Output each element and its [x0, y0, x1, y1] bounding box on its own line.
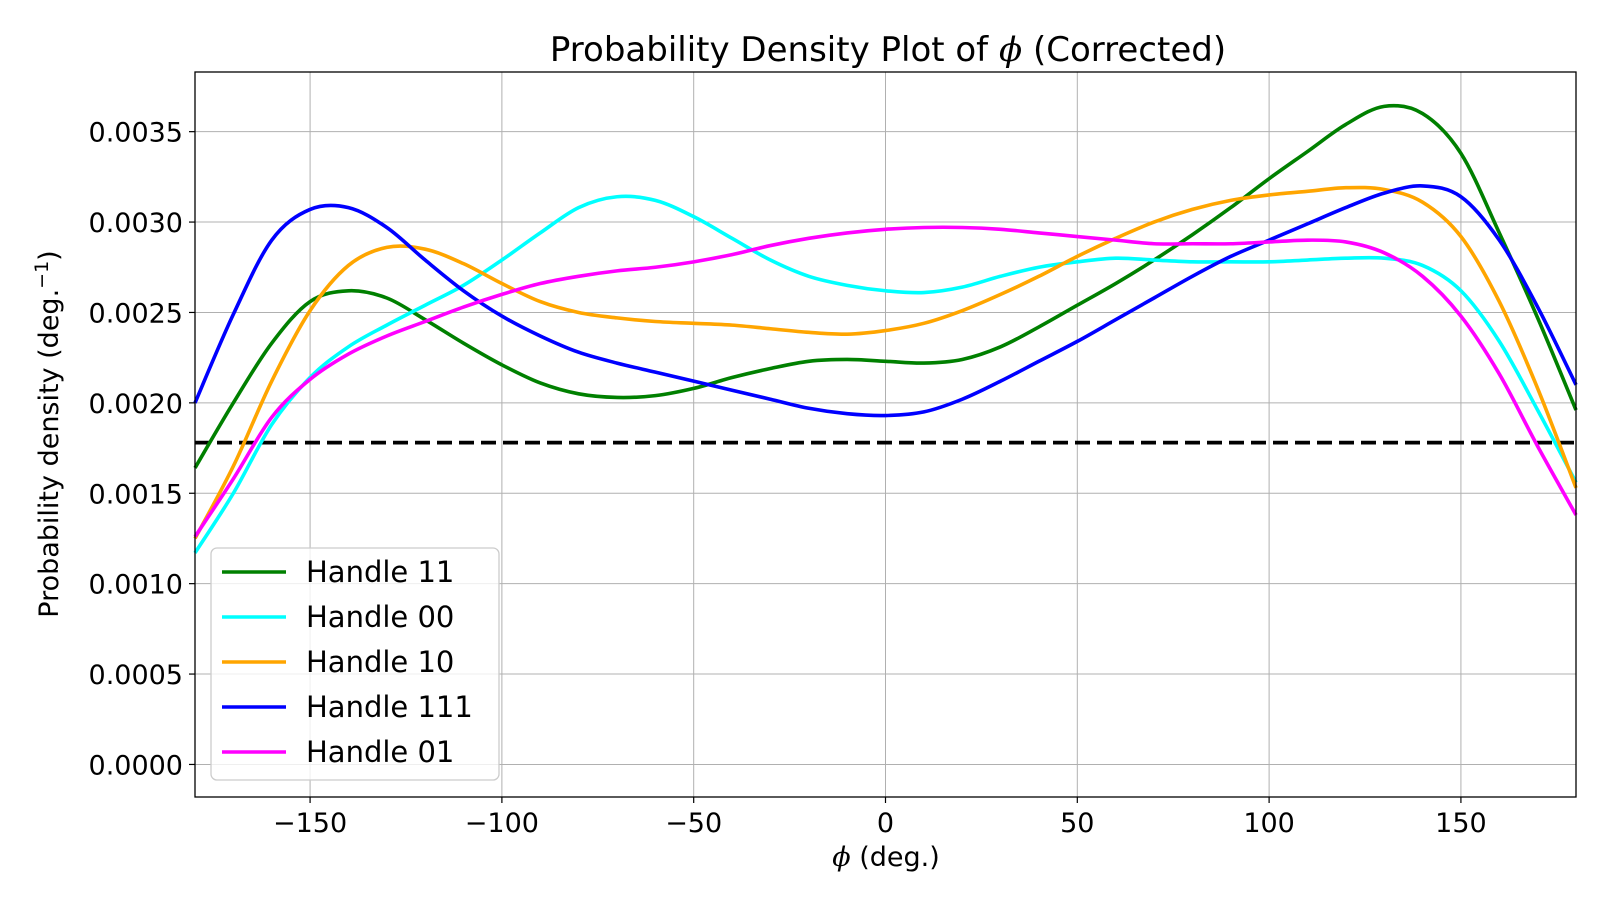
- y-tick-label: 0.0030: [89, 208, 183, 239]
- chart-title: Probability Density Plot of ϕ (Corrected…: [550, 30, 1226, 70]
- y-axis-label: Probability density (deg.−1): [31, 250, 65, 617]
- series-line-handle-00: [193, 194, 1578, 554]
- series-line-handle-01: [193, 225, 1578, 538]
- y-tick-label: 0.0035: [89, 118, 183, 149]
- y-tick-label: 0.0025: [89, 298, 183, 329]
- y-tick-label: 0.0005: [89, 660, 183, 691]
- x-tick-label: −50: [665, 808, 722, 839]
- series-line-handle-111: [193, 184, 1578, 418]
- x-axis-label: ϕ (deg.): [832, 842, 940, 873]
- y-tick-label: 0.0015: [89, 479, 183, 510]
- legend-label: Handle 111: [306, 690, 473, 724]
- x-axis-ticks: −150 −100 −50 0 50 100 150: [273, 797, 1487, 839]
- grid-lines: [195, 72, 1576, 797]
- x-tick-label: 150: [1435, 808, 1487, 839]
- x-tick-label: −100: [465, 808, 539, 839]
- legend-box: [210, 547, 500, 781]
- legend: Handle 11 Handle 00 Handle 10 Handle 111 Han…: [210, 547, 500, 781]
- series-line-handle-10: [193, 185, 1578, 540]
- x-tick-label: 100: [1243, 808, 1295, 839]
- legend-label: Handle 01: [306, 735, 454, 769]
- legend-label: Handle 00: [306, 600, 454, 634]
- y-tick-label: 0.0010: [89, 570, 183, 601]
- y-tick-label: 0.0000: [89, 750, 183, 781]
- y-axis-label-superscript: −1: [31, 261, 53, 289]
- x-tick-label: 50: [1060, 808, 1094, 839]
- title-phi-symbol: ϕ: [999, 30, 1022, 70]
- x-tick-label: 0: [877, 808, 894, 839]
- xlabel-phi-symbol: ϕ: [832, 842, 850, 873]
- x-tick-label: −150: [273, 808, 347, 839]
- y-axis-ticks: 0.0000 0.0005 0.0010 0.0015 0.0020 0.0025 0.00…: [89, 118, 195, 781]
- y-tick-label: 0.0020: [89, 389, 183, 420]
- series-lines: [193, 103, 1578, 554]
- legend-label: Handle 10: [306, 645, 454, 679]
- legend-label: Handle 11: [306, 555, 454, 589]
